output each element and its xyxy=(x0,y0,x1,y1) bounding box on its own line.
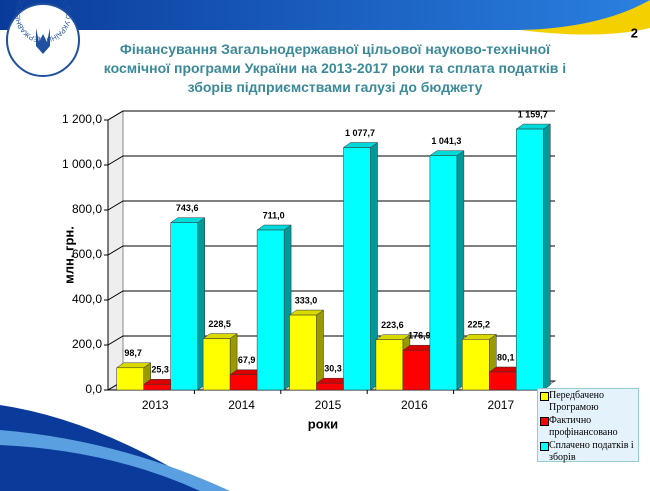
legend-swatch xyxy=(540,417,549,426)
bar xyxy=(489,371,517,391)
y-tick-label: 600,0 xyxy=(72,247,102,261)
logo-trident xyxy=(36,28,50,54)
bar xyxy=(289,314,317,391)
bar xyxy=(316,382,344,391)
legend-item: Передбачено Програмою xyxy=(538,390,638,414)
page-number: 2 xyxy=(631,25,638,40)
value-label: 1 077,7 xyxy=(345,128,375,138)
value-label: 25,3 xyxy=(151,365,169,375)
chart-title: Фінансування Загальнодержавної цільової … xyxy=(103,41,567,95)
grid-line xyxy=(107,155,555,166)
value-label: 228,5 xyxy=(208,319,231,329)
bar xyxy=(116,367,144,391)
x-tick-label: 2017 xyxy=(487,398,514,412)
value-label: 1 041,3 xyxy=(431,136,461,146)
y-tick-label: 400,0 xyxy=(72,292,102,306)
grid-line xyxy=(107,110,555,121)
legend-item: Сплачено податків і зборів xyxy=(538,440,638,464)
y-tick-label: 800,0 xyxy=(72,202,102,216)
y-tick-label: 1 200,0 xyxy=(62,112,102,126)
legend-item: Фактично профінансовано xyxy=(538,415,638,439)
value-label: 333,0 xyxy=(295,295,318,305)
x-axis-label: роки xyxy=(308,416,338,431)
top-band xyxy=(0,0,650,30)
bar xyxy=(462,339,490,391)
bar xyxy=(202,338,231,391)
bottom-swoosh xyxy=(0,430,230,491)
legend-label: Сплачено податків і зборів xyxy=(549,440,634,463)
bar xyxy=(429,155,458,391)
value-label: 743,6 xyxy=(176,203,199,213)
x-tick-label: 2014 xyxy=(228,398,255,412)
value-label: 1 159,7 xyxy=(518,109,548,119)
bar xyxy=(375,339,404,391)
grid-line xyxy=(107,245,555,256)
value-label: 80,1 xyxy=(497,352,515,362)
y-tick-label: 0,0 xyxy=(85,382,102,396)
value-label: 30,3 xyxy=(324,364,342,374)
bar xyxy=(143,384,171,391)
legend-swatch xyxy=(540,392,549,401)
x-tick-label: 2016 xyxy=(401,398,428,412)
bar xyxy=(343,147,371,391)
bar xyxy=(516,128,544,391)
x-tick-label: 2013 xyxy=(142,398,169,412)
y-axis-label: млн. грн. xyxy=(61,226,76,284)
value-label: 176,9 xyxy=(408,331,431,341)
bar-side xyxy=(316,309,324,391)
value-label: 223,6 xyxy=(381,320,404,330)
bar xyxy=(170,222,198,391)
legend: Передбачено Програмою Фактично профінансо… xyxy=(537,388,639,464)
value-label: 225,2 xyxy=(468,320,491,330)
y-tick-label: 1 000,0 xyxy=(62,157,102,171)
y-tick-label: 200,0 xyxy=(72,337,102,351)
bar xyxy=(402,349,431,391)
legend-swatch xyxy=(540,442,549,451)
value-label: 711,0 xyxy=(263,210,285,220)
grid-line xyxy=(107,200,555,211)
value-label: 98,7 xyxy=(124,348,142,358)
plot: 0,0 200,0 400,0 600,0 800,0 1 000,0 1 200,0 201… xyxy=(62,109,557,412)
bar xyxy=(229,374,258,391)
bar-side xyxy=(543,123,551,391)
legend-label: Фактично профінансовано xyxy=(549,415,618,438)
top-swoosh xyxy=(520,0,650,35)
x-tick-label: 2015 xyxy=(315,398,342,412)
legend-label: Передбачено Програмою xyxy=(549,390,604,413)
grid-line xyxy=(107,290,555,301)
value-label: 67,9 xyxy=(238,355,256,365)
bar xyxy=(256,229,285,391)
grid-line xyxy=(107,335,555,346)
